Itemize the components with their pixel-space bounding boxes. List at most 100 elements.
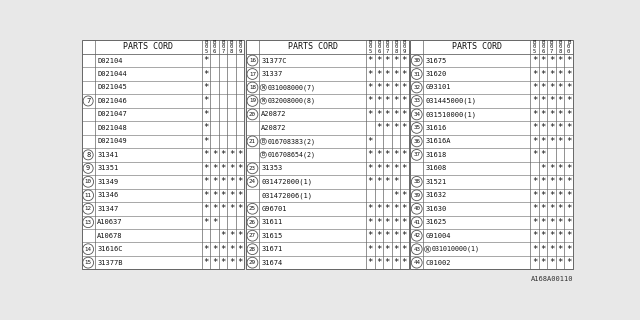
Text: *: * (566, 177, 572, 186)
Text: D021048: D021048 (97, 125, 127, 131)
Text: *: * (532, 191, 537, 200)
Text: *: * (540, 231, 546, 240)
Text: *: * (557, 258, 563, 267)
Text: *: * (557, 110, 563, 119)
Text: *: * (540, 137, 546, 146)
Text: *: * (402, 150, 407, 159)
Text: *: * (393, 258, 399, 267)
Text: 8: 8 (230, 49, 233, 54)
Text: 31341: 31341 (97, 152, 118, 158)
Text: 0: 0 (230, 44, 233, 49)
Text: 31632: 31632 (426, 192, 447, 198)
Text: *: * (376, 124, 381, 132)
Text: *: * (549, 56, 554, 65)
Text: G91004: G91004 (426, 233, 451, 239)
Text: 5: 5 (204, 49, 207, 54)
Text: 031010000(1): 031010000(1) (432, 246, 480, 252)
Text: *: * (385, 177, 390, 186)
Text: *: * (229, 177, 234, 186)
Text: *: * (540, 69, 546, 78)
Text: *: * (532, 56, 537, 65)
Text: *: * (566, 124, 572, 132)
Text: *: * (540, 56, 546, 65)
Text: *: * (532, 83, 537, 92)
Text: 8: 8 (394, 49, 397, 54)
Text: *: * (367, 258, 373, 267)
Text: *: * (540, 258, 546, 267)
Text: 0: 0 (204, 44, 207, 49)
Text: *: * (549, 204, 554, 213)
Text: 0: 0 (533, 44, 536, 49)
Text: PARTS CORD: PARTS CORD (123, 42, 173, 52)
Text: *: * (393, 83, 399, 92)
Text: *: * (393, 150, 399, 159)
Text: *: * (549, 218, 554, 227)
Text: *: * (393, 218, 399, 227)
Text: 9: 9 (239, 49, 242, 54)
Text: *: * (385, 218, 390, 227)
Text: 31618: 31618 (426, 152, 447, 158)
Text: C01002: C01002 (426, 260, 451, 266)
Text: *: * (212, 204, 217, 213)
Text: *: * (220, 177, 226, 186)
Text: 12: 12 (84, 206, 92, 211)
Text: 5: 5 (369, 49, 372, 54)
Text: 31346: 31346 (97, 192, 118, 198)
Text: *: * (385, 204, 390, 213)
Text: 31351: 31351 (97, 165, 118, 171)
Text: *: * (393, 69, 399, 78)
Text: *: * (376, 110, 381, 119)
Text: *: * (393, 191, 399, 200)
Text: *: * (557, 83, 563, 92)
Text: 5: 5 (533, 49, 536, 54)
Text: *: * (376, 231, 381, 240)
Text: 032008000(8): 032008000(8) (268, 98, 316, 104)
Text: 26: 26 (249, 220, 256, 225)
Text: D021047: D021047 (97, 111, 127, 117)
Text: *: * (229, 231, 234, 240)
Text: *: * (557, 137, 563, 146)
Text: *: * (212, 150, 217, 159)
Text: 37: 37 (413, 152, 420, 157)
Text: *: * (220, 164, 226, 173)
Text: G96701: G96701 (261, 206, 287, 212)
Text: 0: 0 (567, 49, 570, 54)
Text: 8: 8 (559, 49, 562, 54)
Text: 31616A: 31616A (426, 138, 451, 144)
Text: *: * (367, 137, 373, 146)
Text: *: * (212, 164, 217, 173)
Text: *: * (385, 245, 390, 254)
Text: *: * (376, 245, 381, 254)
Text: B: B (369, 40, 372, 45)
Text: 31615: 31615 (261, 233, 283, 239)
Text: *: * (566, 83, 572, 92)
Text: *: * (393, 177, 399, 186)
Text: *: * (229, 150, 234, 159)
Text: W: W (426, 247, 429, 252)
Text: *: * (385, 150, 390, 159)
Text: *: * (220, 204, 226, 213)
Text: 7: 7 (221, 49, 225, 54)
Text: *: * (549, 258, 554, 267)
Text: B: B (239, 40, 242, 45)
Text: 31616: 31616 (426, 125, 447, 131)
Text: *: * (367, 177, 373, 186)
Text: 42: 42 (413, 233, 420, 238)
Text: 0: 0 (394, 44, 397, 49)
Text: D02104: D02104 (97, 58, 122, 64)
Text: *: * (393, 96, 399, 106)
Text: *: * (402, 69, 407, 78)
Text: 36: 36 (413, 139, 420, 144)
Text: 031008000(7): 031008000(7) (268, 84, 316, 91)
Text: *: * (566, 258, 572, 267)
Text: *: * (376, 69, 381, 78)
Text: *: * (220, 150, 226, 159)
Text: 11: 11 (84, 193, 92, 198)
Text: *: * (540, 204, 546, 213)
Text: 35: 35 (413, 125, 420, 131)
Text: *: * (367, 245, 373, 254)
Text: *: * (212, 245, 217, 254)
Text: *: * (393, 245, 399, 254)
Text: *: * (204, 69, 209, 78)
Text: 031445000(1): 031445000(1) (426, 98, 477, 104)
